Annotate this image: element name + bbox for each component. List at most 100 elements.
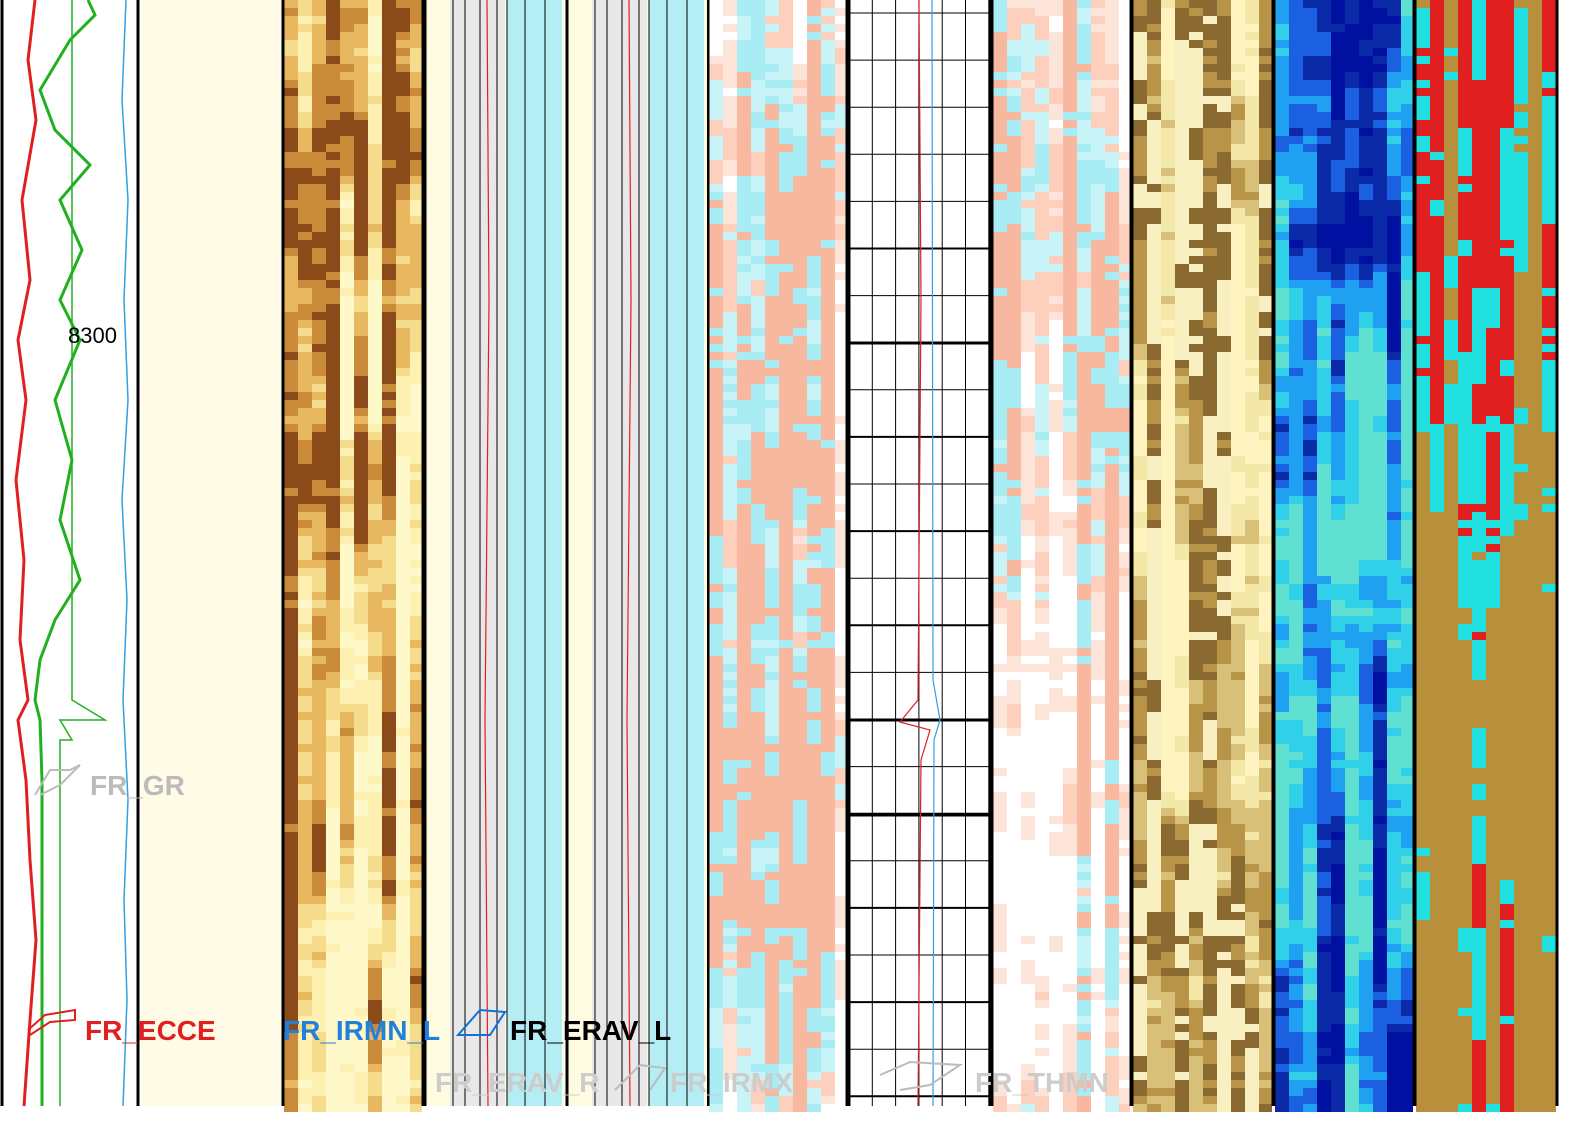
image-cell bbox=[368, 1072, 382, 1080]
image-cell bbox=[354, 584, 368, 592]
image-cell bbox=[1035, 784, 1049, 792]
image-cell bbox=[1105, 200, 1119, 208]
image-cell bbox=[1091, 696, 1105, 704]
image-cell bbox=[1007, 192, 1021, 200]
image-cell bbox=[751, 264, 765, 272]
image-cell bbox=[737, 264, 751, 272]
image-cell bbox=[1063, 184, 1077, 192]
image-cell bbox=[410, 688, 422, 696]
image-cell bbox=[723, 616, 737, 624]
image-cell bbox=[1133, 280, 1147, 288]
image-cell bbox=[354, 464, 368, 472]
image-cell bbox=[312, 0, 326, 8]
image-cell bbox=[751, 944, 765, 952]
image-cell bbox=[807, 952, 821, 960]
image-cell bbox=[396, 1024, 410, 1032]
image-cell bbox=[1189, 552, 1203, 560]
image-cell bbox=[1175, 416, 1189, 424]
image-cell bbox=[1035, 768, 1049, 776]
image-cell bbox=[1189, 608, 1203, 616]
image-cell bbox=[723, 240, 737, 248]
image-cell bbox=[382, 608, 396, 616]
image-cell bbox=[723, 200, 737, 208]
image-cell bbox=[993, 120, 1007, 128]
image-cell bbox=[779, 384, 793, 392]
image-cell bbox=[709, 16, 723, 24]
image-cell bbox=[1105, 208, 1119, 216]
image-cell bbox=[793, 928, 807, 936]
image-cell bbox=[1133, 592, 1147, 600]
image-cell bbox=[1189, 336, 1203, 344]
image-cell bbox=[1105, 824, 1119, 832]
image-cell bbox=[326, 48, 340, 56]
image-cell bbox=[779, 1048, 793, 1056]
image-cell bbox=[1063, 776, 1077, 784]
image-cell bbox=[382, 0, 396, 8]
image-cell bbox=[807, 512, 821, 520]
image-cell bbox=[993, 1104, 1007, 1112]
image-cell bbox=[298, 904, 312, 912]
image-cell bbox=[779, 864, 793, 872]
image-cell bbox=[410, 1040, 422, 1048]
image-cell bbox=[396, 648, 410, 656]
image-cell bbox=[993, 816, 1007, 824]
image-cell bbox=[1049, 112, 1063, 120]
image-cell bbox=[1035, 16, 1049, 24]
image-cell bbox=[1133, 544, 1147, 552]
image-cell bbox=[737, 1024, 751, 1032]
image-cell bbox=[1189, 144, 1203, 152]
image-cell bbox=[1105, 112, 1119, 120]
image-cell bbox=[835, 1016, 846, 1024]
image-cell bbox=[821, 344, 835, 352]
image-cell bbox=[1049, 616, 1063, 624]
image-cell bbox=[1147, 104, 1161, 112]
image-cell bbox=[396, 160, 410, 168]
image-cell bbox=[1035, 976, 1049, 984]
image-cell bbox=[326, 336, 340, 344]
image-cell bbox=[765, 1032, 779, 1040]
image-cell bbox=[1259, 120, 1272, 128]
image-cell bbox=[1091, 688, 1105, 696]
image-cell bbox=[284, 784, 298, 792]
image-cell bbox=[1077, 416, 1091, 424]
image-cell bbox=[382, 104, 396, 112]
image-cell bbox=[1021, 288, 1035, 296]
image-cell bbox=[709, 1024, 723, 1032]
image-cell bbox=[340, 800, 354, 808]
image-cell bbox=[1217, 256, 1231, 264]
image-cell bbox=[807, 840, 821, 848]
image-cell bbox=[835, 992, 846, 1000]
image-cell bbox=[298, 288, 312, 296]
image-cell bbox=[821, 664, 835, 672]
image-cell bbox=[1021, 952, 1035, 960]
image-cell bbox=[382, 872, 396, 880]
image-cell bbox=[1091, 440, 1105, 448]
image-cell bbox=[284, 1088, 298, 1096]
image-cell bbox=[835, 1072, 846, 1080]
image-cell bbox=[751, 152, 765, 160]
image-cell bbox=[1203, 240, 1217, 248]
image-cell bbox=[709, 424, 723, 432]
image-cell bbox=[993, 720, 1007, 728]
image-cell bbox=[709, 240, 723, 248]
image-cell bbox=[1105, 744, 1119, 752]
image-cell bbox=[1077, 832, 1091, 840]
image-cell bbox=[1245, 280, 1259, 288]
image-cell bbox=[765, 344, 779, 352]
image-cell bbox=[340, 608, 354, 616]
image-cell bbox=[340, 120, 354, 128]
image-cell bbox=[1203, 16, 1217, 24]
image-cell bbox=[765, 688, 779, 696]
image-cell bbox=[1035, 56, 1049, 64]
image-cell bbox=[1105, 736, 1119, 744]
image-cell bbox=[1105, 944, 1119, 952]
image-cell bbox=[1091, 512, 1105, 520]
image-cell bbox=[737, 656, 751, 664]
image-cell bbox=[396, 184, 410, 192]
image-cell bbox=[312, 520, 326, 528]
image-cell bbox=[993, 992, 1007, 1000]
image-cell bbox=[340, 56, 354, 64]
image-cell bbox=[1049, 904, 1063, 912]
image-cell bbox=[1175, 296, 1189, 304]
image-cell bbox=[821, 976, 835, 984]
